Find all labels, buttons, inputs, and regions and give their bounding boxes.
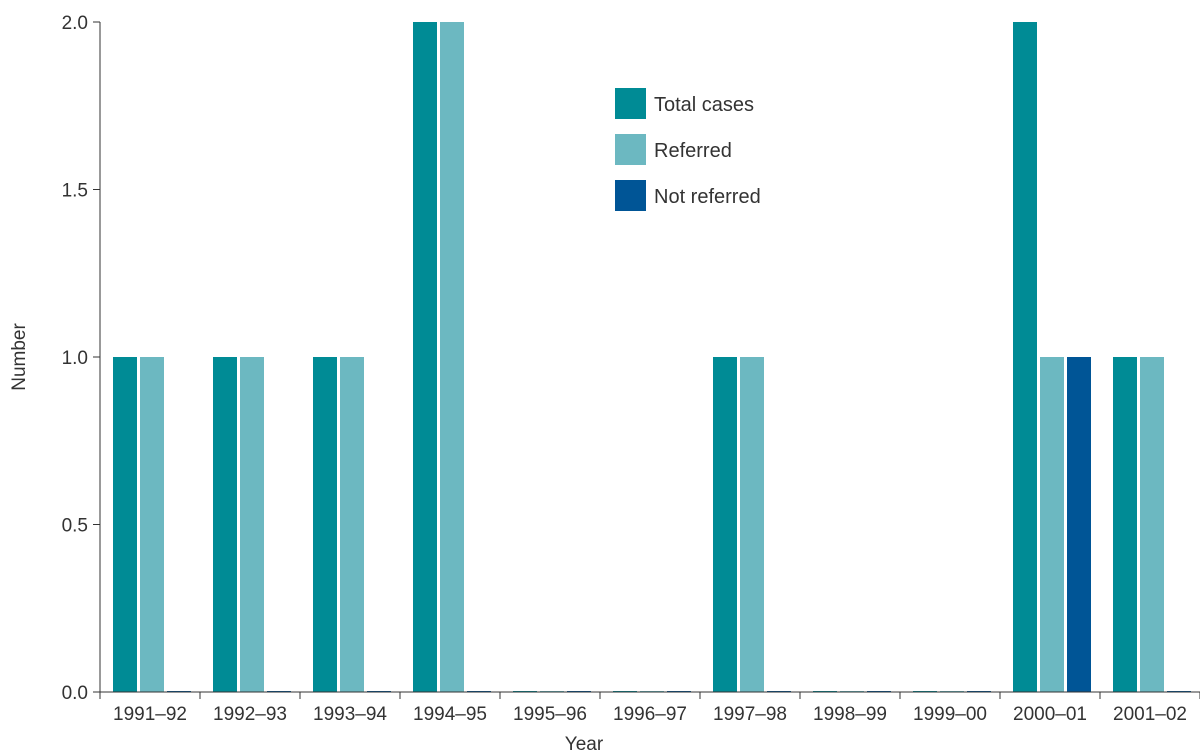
bar: [1113, 357, 1137, 692]
x-tick-label: 2001–02: [1113, 704, 1187, 725]
legend-swatch: [615, 180, 646, 211]
x-tick-label: 1997–98: [713, 704, 787, 725]
x-axis-label: Year: [565, 734, 604, 755]
bar: [240, 357, 264, 692]
bars: [113, 22, 1191, 692]
legend-swatch: [615, 134, 646, 165]
y-tick-label: 0.5: [62, 516, 88, 537]
bar: [340, 357, 364, 692]
x-tick-label: 1996–97: [613, 704, 687, 725]
bar: [313, 357, 337, 692]
bar: [1067, 357, 1091, 692]
y-tick-label: 0.0: [62, 683, 88, 704]
legend-swatch: [615, 88, 646, 119]
bar: [713, 357, 737, 692]
legend-label: Not referred: [654, 186, 761, 208]
x-tick-label: 1991–92: [113, 704, 187, 725]
bar: [113, 357, 137, 692]
x-tick-label: 1994–95: [413, 704, 487, 725]
y-tick-label: 1.0: [62, 348, 88, 369]
y-tick-label: 1.5: [62, 181, 88, 202]
x-tick-label: 1992–93: [213, 704, 287, 725]
y-ticks: 0.0 0.5 1.0 1.5 2.0: [62, 13, 100, 704]
y-axis-label: Number: [9, 323, 30, 391]
bar: [140, 357, 164, 692]
bar: [740, 357, 764, 692]
x-tick-label: 1998–99: [813, 704, 887, 725]
x-tick-label: 1993–94: [313, 704, 387, 725]
legend-label: Total cases: [654, 94, 754, 116]
legend-label: Referred: [654, 140, 732, 162]
legend: Total cases Referred Not referred: [615, 88, 761, 211]
x-tick-label: 1995–96: [513, 704, 587, 725]
bar: [413, 22, 437, 692]
bar: [1013, 22, 1037, 692]
x-tick-label: 2000–01: [1013, 704, 1087, 725]
bar: [213, 357, 237, 692]
bar: [1040, 357, 1064, 692]
bar: [1140, 357, 1164, 692]
y-tick-label: 2.0: [62, 13, 88, 34]
bar: [440, 22, 464, 692]
x-tick-label: 1999–00: [913, 704, 987, 725]
x-ticks: 1991–92 1992–93 1993–94 1994–95 1995–96 1996–…: [99, 692, 1200, 725]
